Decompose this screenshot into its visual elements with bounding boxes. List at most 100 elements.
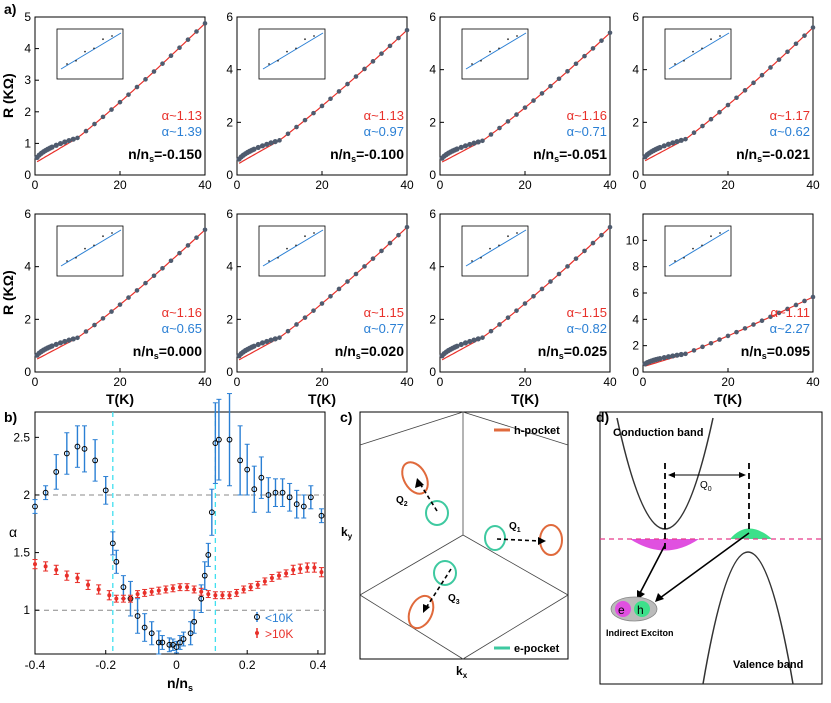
data-point xyxy=(199,589,204,594)
x-tick-label: 20 xyxy=(315,178,329,192)
panel-d-frame xyxy=(599,411,823,685)
data-point xyxy=(661,143,667,149)
alpha-red-label: α~1.16 xyxy=(162,305,202,320)
y-tick-label: 6 xyxy=(226,207,233,221)
y-tick-label: 4 xyxy=(226,63,233,77)
inset-fit-line xyxy=(465,229,527,267)
data-point xyxy=(691,348,697,353)
panel-c-fermi-pockets: c) h-pocket e-pocket xyxy=(340,409,569,680)
data-point xyxy=(793,302,799,308)
data-point xyxy=(328,96,333,102)
data-point xyxy=(514,112,519,117)
data-point xyxy=(678,137,684,143)
data-point xyxy=(63,450,70,457)
inset-fit-line xyxy=(668,229,730,267)
data-point xyxy=(265,492,272,498)
data-point xyxy=(205,551,212,558)
inset-point xyxy=(102,38,104,41)
data-point xyxy=(149,589,154,594)
data-point xyxy=(81,445,88,452)
inset-point xyxy=(66,63,68,65)
data-point xyxy=(294,124,299,130)
inset-point xyxy=(313,232,315,234)
data-point xyxy=(227,593,232,598)
inset-point xyxy=(489,247,491,250)
data-point xyxy=(86,582,91,587)
q0-arrowhead-left xyxy=(668,472,675,478)
inset-fit-line xyxy=(262,32,324,70)
y-tick-label: 1.5 xyxy=(13,546,30,560)
q1-label: Q1 xyxy=(509,521,521,534)
data-point xyxy=(96,587,101,592)
x-tick-label: 20 xyxy=(518,375,532,389)
data-point xyxy=(582,248,587,254)
data-point xyxy=(32,503,38,510)
data-point xyxy=(194,235,199,240)
inset-point xyxy=(710,235,712,238)
inset-point xyxy=(480,59,482,62)
legend-dot-1 xyxy=(254,614,260,620)
data-point xyxy=(206,592,211,597)
inset-fit-line xyxy=(262,229,324,267)
alpha-blue-label: α~0.82 xyxy=(567,321,607,336)
electron-label: e xyxy=(618,603,625,617)
data-point xyxy=(185,37,191,42)
data-point xyxy=(725,102,731,108)
data-point xyxy=(75,135,80,141)
data-point xyxy=(107,593,112,598)
valence-band-curve xyxy=(702,551,794,685)
y-tick-label: 8 xyxy=(632,260,639,274)
inset-point xyxy=(313,35,315,37)
data-point xyxy=(319,570,324,575)
data-point xyxy=(75,335,80,341)
data-point xyxy=(573,256,579,261)
density-label: n/ns=0.025 xyxy=(538,343,607,361)
data-point xyxy=(143,280,148,286)
x-tick-label: 40 xyxy=(603,178,617,192)
data-point xyxy=(345,81,350,87)
data-point xyxy=(462,143,469,149)
e-pocket-1 xyxy=(425,500,449,526)
y-tick-label: 0 xyxy=(632,365,639,379)
data-point xyxy=(556,271,562,277)
y-tick-label: 6 xyxy=(226,10,233,24)
data-point xyxy=(284,571,289,576)
x-tick-label: 0.4 xyxy=(310,658,327,672)
data-point xyxy=(277,573,282,578)
data-point xyxy=(83,128,89,134)
y-tick-label: 2 xyxy=(429,312,436,326)
y-tick-label: 2 xyxy=(23,488,30,502)
electron-dot xyxy=(615,601,631,617)
data-point xyxy=(674,138,680,145)
inset-point xyxy=(480,256,482,259)
exciton-label: Indirect Exciton xyxy=(606,628,674,638)
inset-fit-line xyxy=(60,229,122,267)
data-point xyxy=(272,336,278,342)
data-point xyxy=(160,61,165,66)
data-point xyxy=(62,338,68,345)
y-tick-label: 0 xyxy=(429,365,436,379)
y-axis-label: R (KΩ) xyxy=(0,73,16,118)
data-point xyxy=(177,45,182,51)
data-point xyxy=(458,341,464,348)
inset-point xyxy=(471,63,473,65)
data-point xyxy=(33,562,37,567)
inset-frame xyxy=(258,28,326,80)
data-point xyxy=(83,329,89,334)
data-point xyxy=(362,66,367,72)
x-tick-label: 0 xyxy=(234,375,241,389)
q2-label: Q2 xyxy=(396,495,408,508)
data-point xyxy=(49,343,55,349)
data-point xyxy=(277,138,282,143)
inset-point xyxy=(701,244,703,247)
y-tick-label: 0 xyxy=(226,365,233,379)
data-point xyxy=(657,355,663,362)
data-point xyxy=(691,130,697,136)
conduction-band-label: Conduction band xyxy=(613,427,703,439)
inset-point xyxy=(102,235,104,238)
density-label: n/ns=0.000 xyxy=(133,343,202,361)
data-point xyxy=(291,567,296,572)
data-point xyxy=(191,618,198,625)
data-point xyxy=(134,84,140,90)
